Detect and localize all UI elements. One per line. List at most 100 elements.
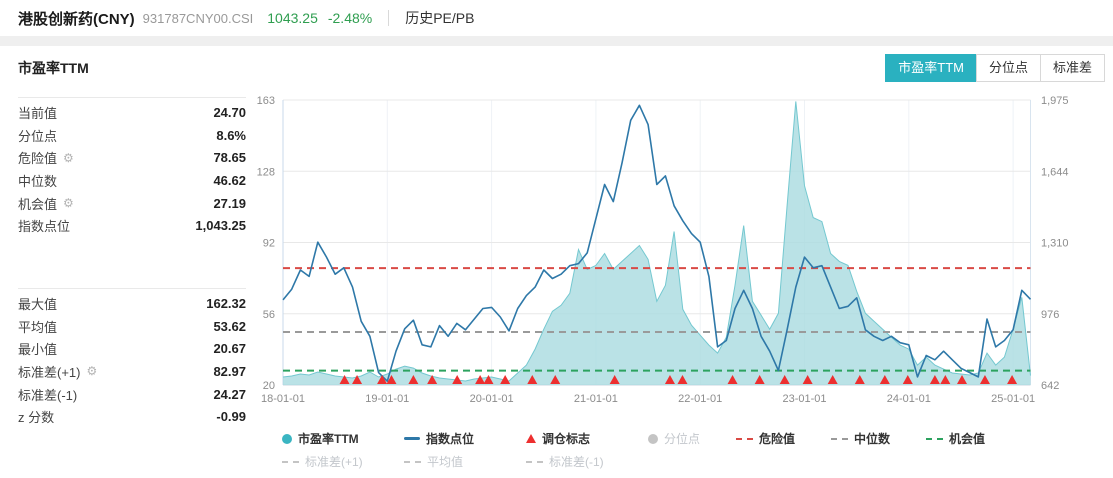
legend-item[interactable]: 平均值 <box>404 453 526 470</box>
metric-tabs: 市盈率TTM 分位点 标准差 <box>885 54 1105 82</box>
dash-swatch-icon <box>926 437 944 440</box>
svg-text:24-01-01: 24-01-01 <box>887 393 931 405</box>
index-name: 港股创新药(CNY) <box>18 10 135 28</box>
stat-row-percentile: 分位点 8.6% <box>18 124 246 147</box>
legend-label: 分位点 <box>664 432 701 446</box>
stat-row-mean: 平均值 53.62 <box>18 315 246 338</box>
svg-text:20: 20 <box>263 380 275 392</box>
stats-top: 当前值 24.70 分位点 8.6% 危险值 ⚙ 78.65 中位数 46.62 … <box>18 97 246 237</box>
index-change: -2.48% <box>327 10 373 26</box>
stat-label: 当前值 <box>18 105 58 121</box>
legend-label: 市盈率TTM <box>298 432 359 446</box>
svg-text:23-01-01: 23-01-01 <box>782 393 826 405</box>
stat-label: 最小值 <box>18 342 58 358</box>
svg-text:976: 976 <box>1041 309 1059 321</box>
stat-row-index-level: 指数点位 1,043.25 <box>18 214 246 237</box>
dash-swatch-icon <box>404 460 421 463</box>
stat-row-opportunity: 机会值 ⚙ 27.19 <box>18 192 246 215</box>
circle-swatch-icon <box>648 433 658 444</box>
stat-value: 1,043.25 <box>195 218 246 234</box>
header-divider <box>388 10 390 26</box>
legend-item[interactable]: 指数点位 <box>404 430 526 447</box>
history-pepb-link[interactable]: 历史PE/PB <box>405 10 475 26</box>
stat-row-std-plus1: 标准差(+1) ⚙ 82.97 <box>18 360 246 383</box>
legend-label: 标准差(+1) <box>305 455 363 469</box>
svg-text:18-01-01: 18-01-01 <box>261 393 305 405</box>
stats-bottom: 最大值 162.32 平均值 53.62 最小值 20.67 标准差(+1) ⚙ … <box>18 288 246 428</box>
svg-text:1,310: 1,310 <box>1041 238 1069 250</box>
triangle-swatch-icon <box>526 434 536 443</box>
legend-item[interactable]: 中位数 <box>831 430 890 447</box>
dash-swatch-icon <box>831 437 849 440</box>
main-panel: 市盈率TTM 市盈率TTM 分位点 标准差 当前值 24.70 分位点 8.6%… <box>0 46 1113 478</box>
stat-label: 中位数 <box>18 173 58 189</box>
stat-value: 82.97 <box>213 363 246 379</box>
stat-row-danger: 危险值 ⚙ 78.65 <box>18 146 246 169</box>
stat-label: 指数点位 <box>18 219 71 235</box>
stat-value: -0.99 <box>216 409 246 425</box>
svg-text:1,644: 1,644 <box>1041 166 1069 178</box>
stat-value: 20.67 <box>213 341 246 357</box>
stat-value: 24.27 <box>213 386 246 402</box>
legend-item[interactable]: 标准差(-1) <box>526 453 648 470</box>
legend-label: 调仓标志 <box>542 432 591 446</box>
svg-text:19-01-01: 19-01-01 <box>365 393 409 405</box>
stat-label: 危险值 <box>18 151 58 167</box>
svg-text:642: 642 <box>1041 380 1059 392</box>
legend-label: 机会值 <box>949 432 986 446</box>
tab-percentile[interactable]: 分位点 <box>975 54 1041 82</box>
stat-label: 标准差(+1) <box>18 364 81 380</box>
stat-value: 8.6% <box>216 127 246 143</box>
svg-text:20-01-01: 20-01-01 <box>470 393 514 405</box>
legend-item[interactable]: 调仓标志 <box>526 430 648 447</box>
legend-label: 平均值 <box>427 455 464 469</box>
svg-text:128: 128 <box>257 166 275 178</box>
svg-text:1,975: 1,975 <box>1041 95 1069 107</box>
dash-swatch-icon <box>282 460 299 463</box>
stat-label: 机会值 <box>18 196 58 212</box>
legend-item[interactable]: 机会值 <box>926 430 985 447</box>
stat-row-max: 最大值 162.32 <box>18 292 246 315</box>
svg-text:25-01-01: 25-01-01 <box>991 393 1035 405</box>
dash-swatch-icon <box>736 437 754 440</box>
gear-icon[interactable]: ⚙ <box>63 150 74 165</box>
legend-row: 市盈率TTM 指数点位 调仓标志 分位点 危险值 中位数 机会值 <box>282 430 1092 447</box>
stat-label: 分位点 <box>18 128 58 144</box>
index-price: 1043.25 <box>267 10 318 26</box>
svg-text:22-01-01: 22-01-01 <box>678 393 722 405</box>
stat-value: 162.32 <box>206 295 246 311</box>
stat-row-current: 当前值 24.70 <box>18 101 246 124</box>
svg-text:163: 163 <box>257 95 275 107</box>
stat-row-zscore: z 分数 -0.99 <box>18 405 246 428</box>
tab-pe-ttm[interactable]: 市盈率TTM <box>885 54 977 82</box>
stat-row-std-minus1: 标准差(-1) 24.27 <box>18 383 246 406</box>
svg-text:92: 92 <box>263 238 275 250</box>
stat-row-median: 中位数 46.62 <box>18 169 246 192</box>
line-swatch-icon <box>404 437 420 440</box>
pe-history-chart[interactable]: 20 642 56 976 92 1,310 128 1,644 163 1,975 18-01-0… <box>245 88 1113 418</box>
svg-text:21-01-01: 21-01-01 <box>574 393 618 405</box>
index-code: 931787CNY00.CSI <box>142 10 254 26</box>
gear-icon[interactable]: ⚙ <box>86 364 98 379</box>
stat-label: 最大值 <box>18 296 58 312</box>
legend-label: 标准差(-1) <box>549 455 604 469</box>
svg-text:56: 56 <box>263 309 275 321</box>
page-gap <box>0 36 1113 46</box>
legend-item[interactable]: 危险值 <box>736 430 795 447</box>
tab-stddev[interactable]: 标准差 <box>1039 54 1105 82</box>
stat-value: 78.65 <box>213 150 246 166</box>
stat-value: 24.70 <box>213 104 246 120</box>
legend-row: 标准差(+1) 平均值 标准差(-1) <box>282 453 1092 470</box>
stat-label: 标准差(-1) <box>18 387 78 403</box>
legend-item[interactable]: 标准差(+1) <box>282 453 404 470</box>
stat-value: 46.62 <box>213 172 246 188</box>
legend-label: 中位数 <box>854 432 891 446</box>
stat-value: 27.19 <box>213 195 246 211</box>
legend-label: 危险值 <box>759 432 796 446</box>
legend-item[interactable]: 市盈率TTM <box>282 430 404 447</box>
circle-swatch-icon <box>282 433 292 444</box>
stat-label: z 分数 <box>18 410 55 426</box>
legend-item[interactable]: 分位点 <box>648 430 700 447</box>
gear-icon[interactable]: ⚙ <box>63 196 74 211</box>
